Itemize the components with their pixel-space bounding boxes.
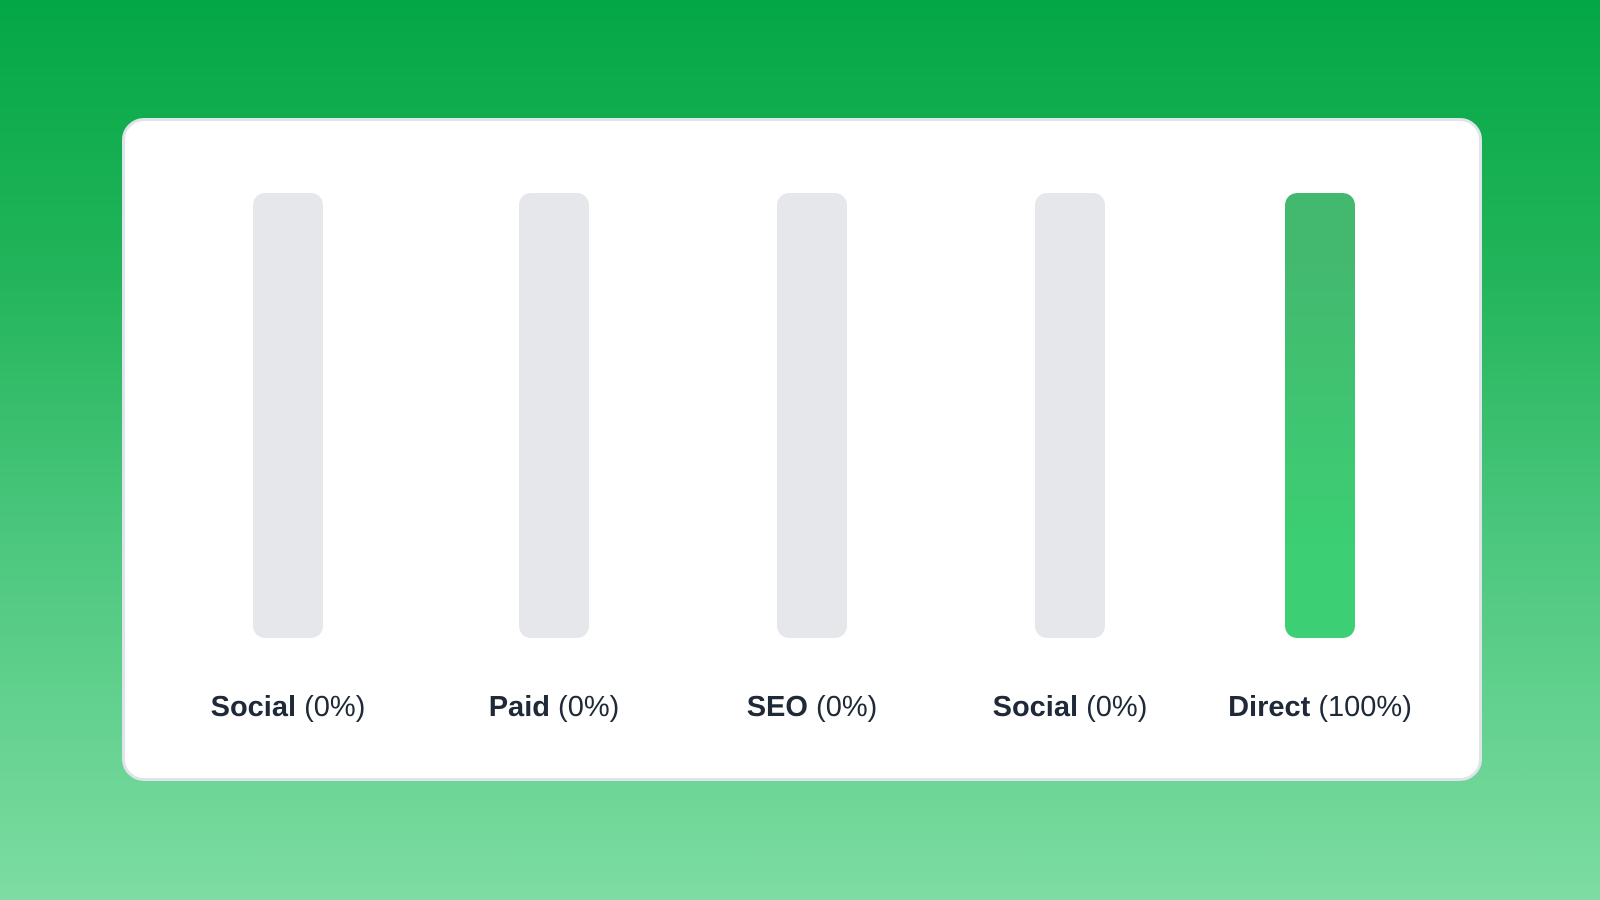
bar-label: SEO (0%) — [642, 691, 982, 724]
category-label: Direct — [1228, 691, 1311, 723]
bar-column: SEO (0%) — [682, 121, 942, 778]
value-label: (0%) — [304, 691, 366, 723]
value-label: (0%) — [1086, 691, 1148, 723]
bar — [1285, 193, 1355, 638]
bar-track — [777, 193, 847, 638]
bar-column: Paid (0%) — [424, 121, 684, 778]
bar-column: Social (0%) — [940, 121, 1200, 778]
bar-label: Direct (100%) — [1150, 691, 1490, 724]
category-label: SEO — [746, 691, 808, 723]
bar-track — [519, 193, 589, 638]
bar-label: Social (0%) — [900, 691, 1240, 724]
bar-label: Social (0%) — [118, 691, 458, 724]
bar-track — [1285, 193, 1355, 638]
bar-column: Social (0%) — [158, 121, 418, 778]
value-label: (100%) — [1318, 691, 1412, 723]
bar-track — [253, 193, 323, 638]
category-label: Social — [210, 691, 297, 723]
bar-track — [1035, 193, 1105, 638]
bar-label: Paid (0%) — [384, 691, 724, 724]
value-label: (0%) — [816, 691, 878, 723]
chart-card: Social (0%) Paid (0%) SEO (0%) Social (0%) D… — [122, 118, 1482, 781]
bar-column: Direct (100%) — [1190, 121, 1450, 778]
category-label: Paid — [488, 691, 550, 723]
category-label: Social — [992, 691, 1079, 723]
value-label: (0%) — [558, 691, 620, 723]
